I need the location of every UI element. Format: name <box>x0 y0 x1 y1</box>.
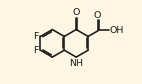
Text: F: F <box>34 32 39 40</box>
Text: O: O <box>73 8 80 17</box>
Text: F: F <box>34 46 39 55</box>
Text: O: O <box>94 11 101 20</box>
Text: OH: OH <box>109 26 124 35</box>
Text: NH: NH <box>69 59 83 68</box>
